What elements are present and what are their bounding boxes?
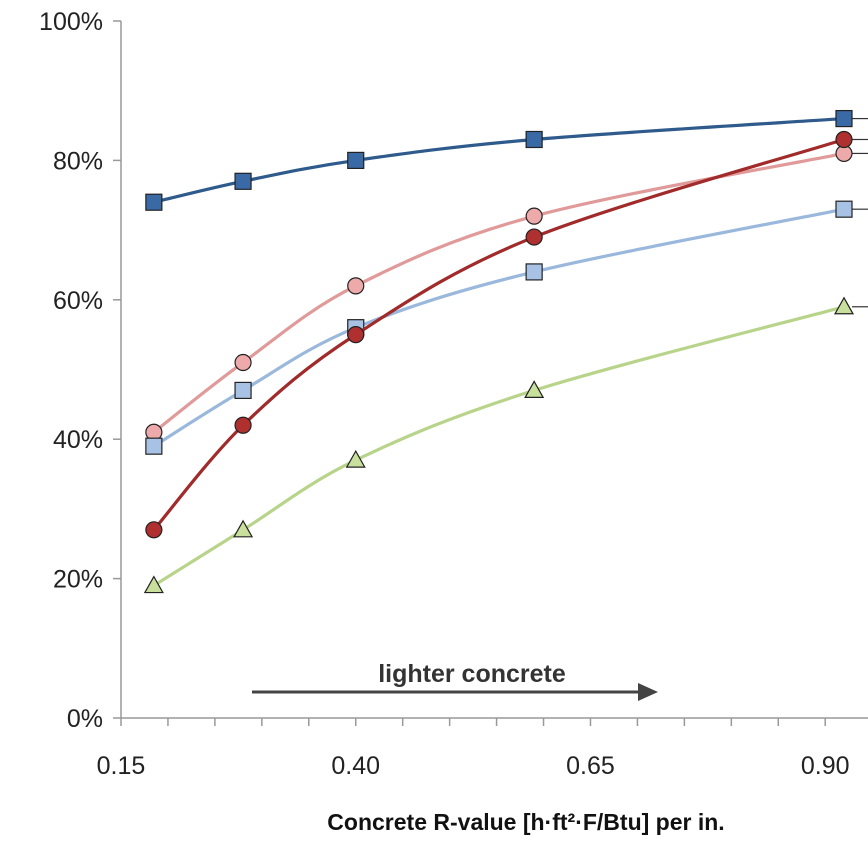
data-point-square <box>525 130 543 149</box>
axes <box>113 20 868 726</box>
data-point-square <box>347 151 365 169</box>
x-tick-label: 0.40 <box>331 752 380 780</box>
series-layer <box>143 109 868 594</box>
series-line <box>153 116 845 204</box>
series-4 <box>145 130 868 539</box>
data-point-square <box>835 200 853 218</box>
data-point-circle <box>234 353 252 372</box>
series-5 <box>143 296 868 594</box>
x-tick-label: 0.90 <box>801 752 850 780</box>
series-line <box>152 137 845 531</box>
data-point-triangle <box>524 380 545 399</box>
data-point-circle <box>835 130 853 149</box>
data-point-triangle <box>143 575 164 594</box>
series-line <box>153 207 845 448</box>
series-line <box>153 305 845 587</box>
x-tick-label: 0.15 <box>97 752 146 780</box>
series-2 <box>145 144 868 441</box>
data-point-square <box>145 193 163 211</box>
data-point-circle <box>525 207 543 225</box>
y-tick-label: 40% <box>53 426 103 454</box>
data-point-square <box>234 172 252 190</box>
data-point-square <box>145 437 163 455</box>
series-1 <box>145 109 868 211</box>
y-tick-label: 0% <box>67 705 103 733</box>
data-point-square <box>835 109 853 128</box>
y-tick-labels: 0% 20% 40% 60% 80% 100% <box>39 8 103 733</box>
annotation: lighter concrete <box>252 660 658 701</box>
annotation-label: lighter concrete <box>378 660 566 688</box>
data-point-circle <box>525 228 543 246</box>
data-point-circle <box>145 521 163 539</box>
data-point-triangle <box>345 449 366 468</box>
data-point-circle <box>234 416 252 434</box>
data-point-triangle <box>833 296 855 315</box>
y-tick-label: 20% <box>53 566 103 594</box>
arrow-head-icon <box>638 683 658 701</box>
y-tick-label: 100% <box>39 8 103 36</box>
series-line <box>152 151 845 434</box>
x-axis-label: Concrete R-value [h·ft²·F/Btu] per in. <box>327 809 724 835</box>
data-point-square <box>234 381 252 400</box>
data-point-circle <box>347 326 365 344</box>
y-tick-label: 80% <box>53 147 103 175</box>
y-tick-label: 60% <box>53 287 103 315</box>
x-tick-label: 0.65 <box>566 752 615 780</box>
x-tick-labels: 0.15 0.40 0.65 0.90 <box>97 752 850 780</box>
data-point-square <box>525 263 543 281</box>
data-point-circle <box>347 277 365 295</box>
data-point-triangle <box>233 519 254 538</box>
